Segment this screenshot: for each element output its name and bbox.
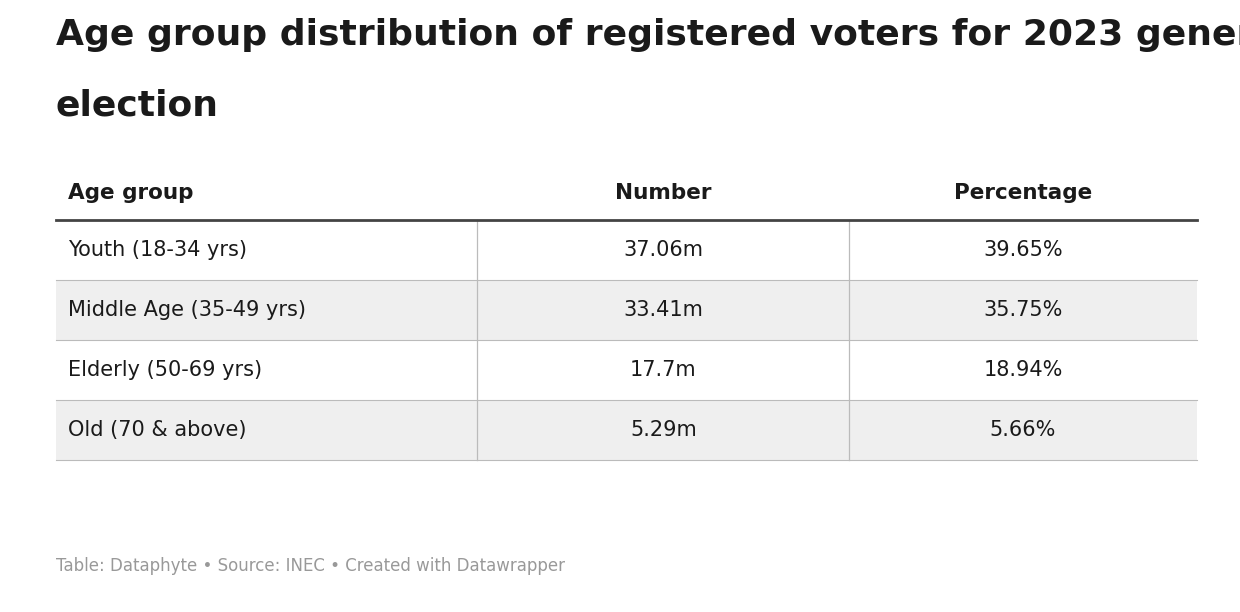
Text: 5.29m: 5.29m	[630, 420, 697, 440]
Text: Percentage: Percentage	[954, 183, 1092, 203]
Text: Age group distribution of registered voters for 2023 general: Age group distribution of registered vot…	[56, 18, 1240, 53]
Text: 39.65%: 39.65%	[983, 241, 1063, 260]
Text: 33.41m: 33.41m	[624, 300, 703, 320]
Text: Age group: Age group	[68, 183, 193, 203]
Text: Youth (18-34 yrs): Youth (18-34 yrs)	[68, 241, 247, 260]
Text: Table: Dataphyte • Source: INEC • Created with Datawrapper: Table: Dataphyte • Source: INEC • Create…	[56, 557, 564, 575]
Text: Old (70 & above): Old (70 & above)	[68, 420, 247, 440]
Text: Elderly (50-69 yrs): Elderly (50-69 yrs)	[68, 360, 263, 380]
Text: election: election	[56, 89, 218, 123]
Text: 18.94%: 18.94%	[983, 360, 1063, 380]
Text: 17.7m: 17.7m	[630, 360, 697, 380]
Text: 5.66%: 5.66%	[990, 420, 1056, 440]
Text: 35.75%: 35.75%	[983, 300, 1063, 320]
Text: Middle Age (35-49 yrs): Middle Age (35-49 yrs)	[68, 300, 306, 320]
Text: 37.06m: 37.06m	[624, 241, 703, 260]
Text: Number: Number	[615, 183, 712, 203]
